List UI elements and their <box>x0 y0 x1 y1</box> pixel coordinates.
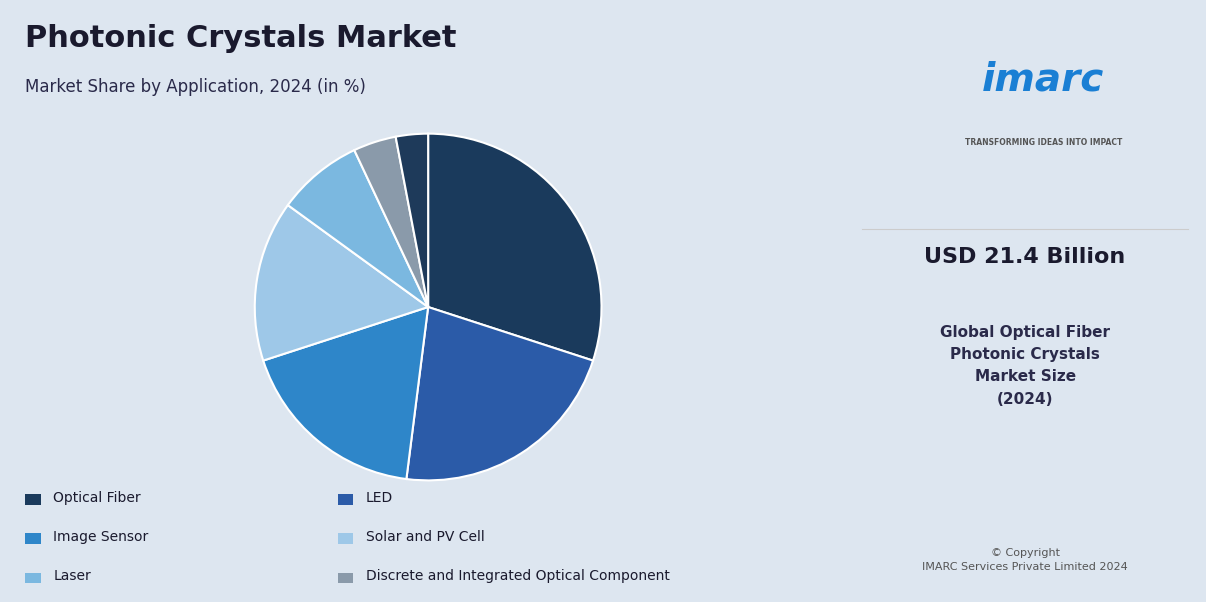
FancyBboxPatch shape <box>25 533 41 544</box>
FancyBboxPatch shape <box>338 533 353 544</box>
Text: Market Share by Application, 2024 (in %): Market Share by Application, 2024 (in %) <box>25 78 367 96</box>
Text: Image Sensor: Image Sensor <box>53 530 148 544</box>
Text: Optical Fiber: Optical Fiber <box>53 491 141 505</box>
Text: Solar and PV Cell: Solar and PV Cell <box>365 530 485 544</box>
Wedge shape <box>396 134 428 307</box>
Text: © Copyright
IMARC Services Private Limited 2024: © Copyright IMARC Services Private Limit… <box>923 548 1128 572</box>
Wedge shape <box>263 307 428 479</box>
Wedge shape <box>428 134 602 361</box>
Text: TRANSFORMING IDEAS INTO IMPACT: TRANSFORMING IDEAS INTO IMPACT <box>965 138 1122 147</box>
Text: Discrete and Integrated Optical Component: Discrete and Integrated Optical Componen… <box>365 569 669 583</box>
Wedge shape <box>406 307 593 480</box>
Text: Laser: Laser <box>53 569 90 583</box>
Wedge shape <box>355 137 428 307</box>
Text: LED: LED <box>365 491 393 505</box>
FancyBboxPatch shape <box>338 494 353 505</box>
Text: Photonic Crystals Market: Photonic Crystals Market <box>25 24 457 53</box>
Text: Global Optical Fiber
Photonic Crystals
Market Size
(2024): Global Optical Fiber Photonic Crystals M… <box>941 325 1110 407</box>
Text: imarc: imarc <box>982 60 1105 98</box>
FancyBboxPatch shape <box>25 573 41 583</box>
Wedge shape <box>254 205 428 361</box>
Wedge shape <box>288 150 428 307</box>
FancyBboxPatch shape <box>25 494 41 505</box>
FancyBboxPatch shape <box>338 573 353 583</box>
Text: USD 21.4 Billion: USD 21.4 Billion <box>925 247 1125 267</box>
